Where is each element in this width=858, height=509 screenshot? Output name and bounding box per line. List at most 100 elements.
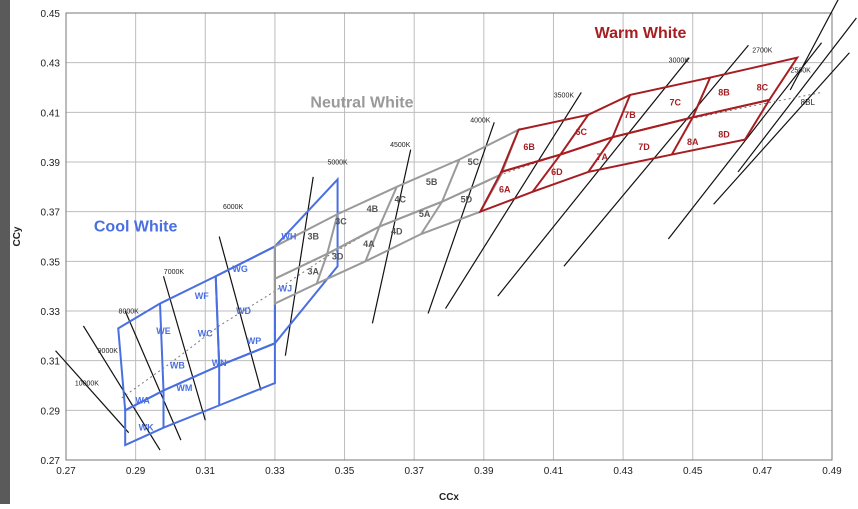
bin-divider [531,153,562,193]
bin-label: 4D [391,227,403,237]
x-tick-label: 0.35 [335,466,355,477]
x-tick-label: 0.47 [753,466,773,477]
bin-divider [326,213,339,255]
x-tick-label: 0.49 [822,466,842,477]
cct-label: 2700K [752,48,773,55]
bin-label: 5D [461,194,473,204]
x-tick-label: 0.29 [126,466,146,477]
group-label: Warm White [595,25,687,42]
y-tick-label: 0.35 [41,257,61,268]
cct-line [445,92,582,309]
cct-line [667,42,823,240]
bin-label: 5A [419,209,431,219]
group-label: Cool White [94,219,178,236]
bin-label: 3B [307,232,319,242]
cct-line [497,57,690,297]
x-tick-label: 0.31 [196,466,216,477]
bin-label: 6D [551,167,563,177]
bin-label: WJ [279,284,293,294]
x-tick-label: 0.27 [56,466,76,477]
bin-label: WM [176,383,192,393]
bin-label: 6C [576,127,588,137]
bin-label: 7D [638,142,650,152]
bin-row-outline [478,98,772,214]
x-tick-label: 0.33 [265,466,285,477]
left-window-strip [0,0,10,504]
bin-label: 4C [394,194,406,204]
cct-label: 9000K [98,348,119,355]
y-tick-label: 0.29 [41,406,61,417]
bin-divider [420,201,443,235]
cct-label: 10000K [75,381,99,388]
bin-divider [670,116,694,156]
bin-row-outline [117,244,276,412]
bin-label: 7A [596,152,608,162]
bin-label: WG [232,264,248,274]
bin-divider [364,226,381,262]
cct-label: 7000K [164,269,185,276]
y-tick-label: 0.45 [41,9,61,20]
bin-label: 8C [757,83,769,93]
bin-label: 4A [363,239,375,249]
y-tick-label: 0.33 [41,307,61,318]
bin-label: WH [281,232,296,242]
cct-line [713,52,850,205]
bin-label: 3C [335,217,347,227]
x-tick-label: 0.37 [404,466,424,477]
y-tick-label: 0.31 [41,357,61,368]
bin-label: WF [195,291,209,301]
x-tick-label: 0.41 [544,466,564,477]
plot-frame [65,12,833,461]
bin-label: WC [198,328,213,338]
cct-label: 3500K [554,92,575,99]
bin-label: WB [170,361,185,371]
bin-divider [441,159,461,203]
y-tick-label: 0.41 [41,108,61,119]
bin-row-outline [124,341,276,447]
cct-line [737,17,857,173]
cct-line [789,0,839,91]
cct-label: 6000K [223,204,244,211]
bin-label: WK [139,423,154,433]
bin-divider [159,303,165,391]
x-tick-label: 0.43 [613,466,633,477]
bin-divider [611,94,631,138]
bin-label: WE [156,326,171,336]
bin-label: 6B [523,142,535,152]
y-tick-label: 0.27 [41,456,61,467]
bin-divider [587,136,614,173]
y-axis-label: CCy [12,226,23,246]
bin-label: WN [212,358,227,368]
bin-label: 3A [307,266,319,276]
y-tick-label: 0.39 [41,158,61,169]
x-axis-label: CCx [439,492,459,503]
bin-label: 6A [499,184,511,194]
cct-label: 3000K [669,58,690,65]
cct-label: 5000K [327,159,348,166]
cct-line [55,350,130,434]
y-tick-label: 0.37 [41,208,61,219]
cct-line [82,325,161,451]
cct-line [218,236,262,391]
group-label: Neutral White [310,94,413,111]
cct-label: 8000K [119,308,140,315]
x-tick-label: 0.45 [683,466,703,477]
extra-label: 8BL [801,98,816,107]
bin-label: 7B [624,110,636,120]
bin-divider [559,114,590,156]
planckian-locus [121,91,822,399]
bin-label: 8A [687,137,699,147]
bin-label: 8B [718,87,730,97]
cct-line [371,149,412,324]
bin-label: 5C [468,157,480,167]
cct-line [124,310,182,441]
x-tick-label: 0.39 [474,466,494,477]
cct-label: 4000K [470,117,491,124]
bin-row-outline [499,56,800,174]
bin-divider [691,77,712,118]
bin-group [478,56,800,214]
y-tick-label: 0.43 [41,59,61,70]
cct-label: 4500K [390,142,411,149]
